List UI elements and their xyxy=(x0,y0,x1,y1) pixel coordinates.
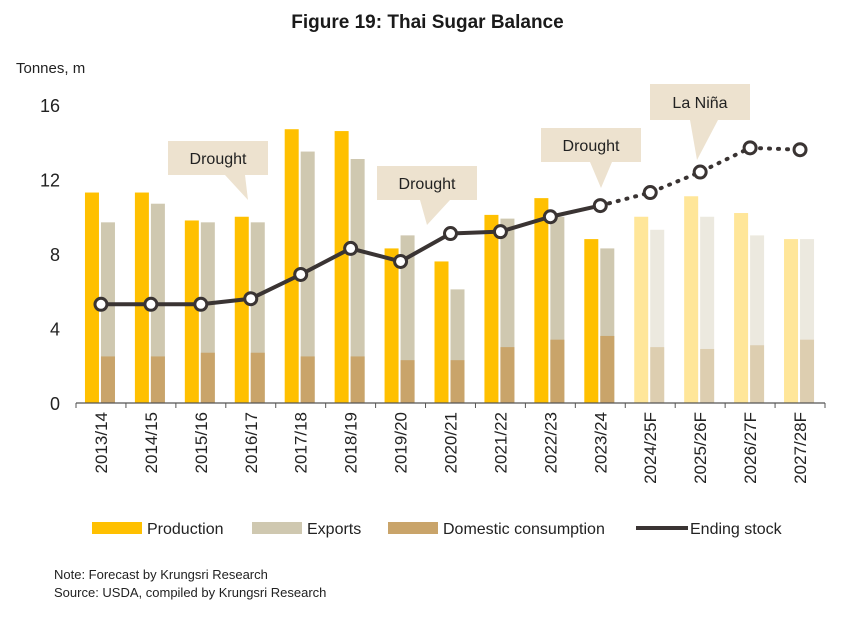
callout-box xyxy=(650,84,750,160)
y-axis-label: Tonnes, m xyxy=(16,60,85,77)
domestic-consumption-bar xyxy=(800,339,815,403)
exports-bar xyxy=(650,229,665,403)
legend-swatch xyxy=(252,522,302,534)
callout-box xyxy=(377,166,477,225)
production-bar xyxy=(634,216,649,403)
domestic-consumption-bar xyxy=(500,347,515,403)
x-tick-label: 2021/22 xyxy=(491,412,510,473)
ending-stock-forecast-line xyxy=(598,145,803,208)
domestic-consumption-bar xyxy=(450,360,465,403)
chart-title: Figure 19: Thai Sugar Balance xyxy=(291,12,564,33)
y-tick-label: 0 xyxy=(50,394,60,414)
production-bar xyxy=(384,248,399,403)
note-text: Note: Forecast by Krungsri Research xyxy=(54,567,268,582)
x-tick-label: 2013/14 xyxy=(92,412,111,473)
ending-stock-marker xyxy=(393,253,409,269)
y-tick-label: 12 xyxy=(40,171,60,191)
production-bar xyxy=(84,192,99,403)
domestic-consumption-bar xyxy=(700,348,715,403)
x-tick-label: 2026/27F xyxy=(741,412,760,484)
exports-bar xyxy=(350,159,365,403)
legend-swatch xyxy=(388,522,438,534)
callout-box xyxy=(541,128,641,188)
ending-stock-marker xyxy=(792,142,808,158)
exports-bar xyxy=(700,216,715,403)
x-tick-label: 2023/24 xyxy=(591,412,610,473)
ending-stock-marker xyxy=(293,266,309,282)
x-tick-label: 2025/26F xyxy=(691,412,710,484)
ending-stock-marker xyxy=(243,291,259,307)
domestic-consumption-bar xyxy=(250,352,265,403)
production-bar xyxy=(434,261,449,403)
legend-label: Production xyxy=(147,521,224,538)
ending-stock-marker xyxy=(542,209,558,225)
callout-label: Drought xyxy=(399,176,456,193)
domestic-consumption-bar xyxy=(750,345,765,403)
domestic-consumption-bar xyxy=(400,360,415,403)
exports-bar xyxy=(300,151,315,403)
x-tick-label: 2019/20 xyxy=(392,412,411,473)
domestic-consumption-bar xyxy=(550,339,565,403)
x-tick-label: 2027/28F xyxy=(791,412,810,484)
domestic-consumption-bar xyxy=(600,335,615,403)
ending-stock-marker xyxy=(143,296,159,312)
exports-bar xyxy=(800,239,815,403)
x-tick-label: 2017/18 xyxy=(292,412,311,473)
production-bar xyxy=(234,216,249,403)
domestic-consumption-bar xyxy=(200,352,215,403)
domestic-consumption-bar xyxy=(100,356,115,403)
x-tick-label: 2014/15 xyxy=(142,412,161,473)
ending-stock-marker xyxy=(592,198,608,214)
production-bar xyxy=(684,196,699,403)
production-bar xyxy=(334,131,349,403)
legend-swatch xyxy=(92,522,142,534)
domestic-consumption-bar xyxy=(150,356,165,403)
x-tick-label: 2024/25F xyxy=(641,412,660,484)
ending-stock-marker xyxy=(443,226,458,242)
y-tick-label: 8 xyxy=(50,245,60,265)
exports-bar xyxy=(750,235,765,403)
x-tick-label: 2016/17 xyxy=(242,412,261,473)
legend-label: Exports xyxy=(307,521,361,538)
domestic-consumption-bar xyxy=(650,347,665,403)
ending-stock-marker xyxy=(692,164,708,180)
ending-stock-marker xyxy=(93,296,109,312)
production-bar xyxy=(534,198,549,403)
ending-stock-marker xyxy=(742,140,758,156)
x-tick-label: 2020/21 xyxy=(442,412,461,473)
callout-label: La Niña xyxy=(672,95,727,112)
production-bar xyxy=(584,239,599,403)
source-text: Source: USDA, compiled by Krungsri Resea… xyxy=(54,585,327,600)
x-tick-label: 2022/23 xyxy=(541,412,560,473)
y-tick-label: 16 xyxy=(40,96,60,116)
x-tick-label: 2015/16 xyxy=(192,412,211,473)
production-bar xyxy=(134,192,149,403)
production-bar xyxy=(784,239,799,403)
domestic-consumption-bar xyxy=(300,356,315,403)
callout-box xyxy=(168,141,268,200)
callout-label: Drought xyxy=(190,151,247,168)
production-bar xyxy=(734,213,749,403)
production-bar xyxy=(484,214,499,403)
production-bar xyxy=(184,220,199,403)
y-tick-label: 4 xyxy=(50,320,60,340)
ending-stock-marker xyxy=(492,224,508,240)
callout-label: Drought xyxy=(563,138,620,155)
ending-stock-marker xyxy=(193,296,209,312)
legend-label: Ending stock xyxy=(690,521,783,538)
production-bar xyxy=(284,129,299,403)
ending-stock-marker xyxy=(642,185,658,201)
legend-label: Domestic consumption xyxy=(443,521,605,538)
domestic-consumption-bar xyxy=(350,356,365,403)
x-tick-label: 2018/19 xyxy=(342,412,361,473)
ending-stock-marker xyxy=(343,240,359,256)
